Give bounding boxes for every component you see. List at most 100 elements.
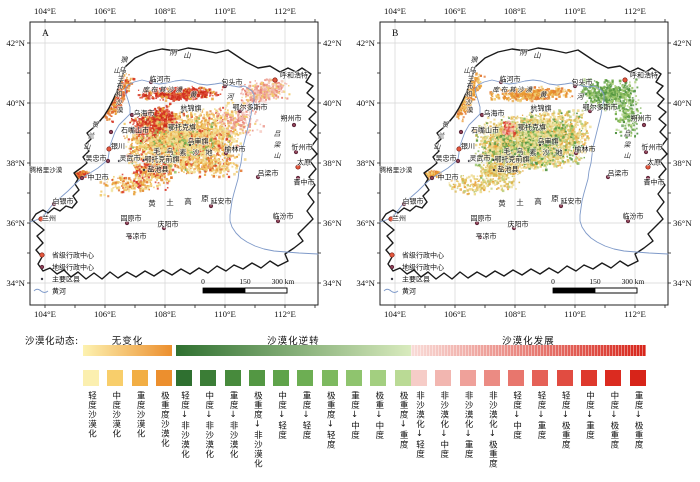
prefecture-capital-dot [479, 112, 485, 118]
legend-class-label-text: 极重度沙漠化 [159, 391, 170, 448]
legend-swatch [248, 370, 265, 386]
geo-label-ulanbuh-desert: 漠 [117, 105, 124, 114]
scalebar-zero: 0 [551, 277, 555, 286]
lon-label-top: 104°E [384, 6, 406, 16]
county-dot [188, 143, 192, 147]
legend-label-row: 非沙漠化↓轻度 非沙漠化↓中度 非沙漠化↓重度 非沙漠化↓极重度 轻度↓中度 轻度↓重度 轻… [407, 391, 650, 469]
city-label: 吴忠市 [436, 154, 457, 163]
legend-class-label-text: 中度↓轻度 [276, 391, 287, 440]
geo-label-ulanbuh-desert: 布 [117, 81, 124, 90]
legend-class-label: 极重度↓重度 [391, 391, 415, 469]
prefecture-capital-dot [105, 158, 111, 164]
geo-label-loess-plateau: 高 [534, 196, 542, 206]
legend-swatch [224, 370, 241, 386]
city-label: 吕梁市 [608, 169, 629, 178]
city-label: 中卫市 [88, 173, 109, 182]
geo-label-ulanbuh-desert: 和 [466, 89, 473, 98]
legend-label-row: 轻度沙漠化 中度沙漠化 重度沙漠化 极重度沙漠化 [79, 391, 176, 448]
prefecture-capital-dot [474, 220, 480, 226]
county-dot [467, 159, 471, 163]
geo-label-helan-mountain: 山 [84, 143, 92, 151]
prefecture-capital-dot [573, 150, 579, 156]
city-label: 太原 [647, 158, 661, 167]
panel-letter-b: B [392, 29, 398, 39]
county-dot [180, 110, 184, 114]
prefecture-capital-dot [127, 234, 133, 240]
legend-class-label-text: 中度↓极重度 [608, 391, 619, 450]
lat-label-left: 42°N [356, 38, 375, 48]
legend-swatch [605, 370, 622, 386]
lat-label-right: 42°N [673, 38, 692, 48]
legend-swatch [581, 370, 598, 386]
scalebar-black-segment [553, 288, 595, 293]
legend-class-label: 中度↓非沙漠化 [196, 391, 220, 469]
lon-label-top: 110°E [564, 6, 586, 16]
prefecture-capital-dot [237, 108, 243, 114]
geo-label-mu-us-sandland: 沙 [192, 148, 199, 157]
legend-band: 沙漠化动态: 无变化 轻度沙漠化 中度沙漠化 重度沙漠化 极重度沙漠化 沙漠化逆转 轻度↓非… [0, 330, 700, 482]
legend-class-label: 中度↓重度 [577, 391, 601, 469]
city-label: 盐池县 [148, 165, 169, 174]
map-legend-item-label: 地级行政中心 [52, 263, 94, 272]
legend-class-label-text: 重度↓非沙漠化 [228, 391, 239, 459]
geo-label-yellow-river-char-1: 黄 [190, 91, 198, 99]
geo-label-yellow-river-char-2: 河 [227, 93, 236, 101]
legend-class-label: 轻度↓极重度 [553, 391, 577, 469]
legend-class-label-text: 重度沙漠化 [135, 391, 146, 439]
geo-label-yinshan: 阴 [169, 48, 178, 57]
provincial-capital-dot [38, 216, 44, 222]
legend-class-label: 非沙漠化↓中度 [431, 391, 455, 469]
city-label: 呼和浩特 [280, 71, 308, 80]
legend-gradient-bar [176, 345, 411, 356]
city-label: 包头市 [572, 78, 593, 87]
legend-gradient-bar [411, 345, 646, 356]
prefecture-capital-dot [625, 218, 631, 224]
scalebar-outline [552, 287, 638, 294]
legend-swatch [200, 370, 217, 386]
geo-label-yinshan: 山 [533, 51, 541, 60]
prefecture-capital-dot [295, 175, 301, 181]
county-dot [538, 143, 542, 147]
scalebar-black-segment [203, 288, 245, 293]
city-label: 平凉市 [126, 232, 147, 241]
city-label: 白银市 [53, 197, 74, 206]
city-label: 晋中市 [644, 178, 665, 187]
lon-label-bottom: 108°E [154, 309, 176, 319]
lat-label-left: 34°N [6, 278, 25, 288]
legend-gradient-bar [83, 345, 172, 356]
prefecture-capital-dot [605, 174, 611, 180]
lon-label-bottom: 106°E [94, 309, 116, 319]
legend-swatch [394, 370, 411, 386]
geo-label-mu-us-sandland: 乌 [516, 147, 523, 156]
scalebar-mid: 150 [239, 277, 251, 286]
county-dot [117, 159, 121, 163]
geo-label-loess-plateau: 黄 [148, 198, 156, 208]
city-label: 呼和浩特 [630, 71, 658, 80]
city-label: 庆阳市 [508, 220, 529, 229]
city-label: 榆林市 [575, 145, 596, 154]
city-label: 灵武市 [120, 154, 141, 163]
legend-class-label-text: 极重度↓非沙漠化 [252, 391, 263, 469]
geo-label-tengger-desert: 腾格里沙漠 [380, 165, 413, 174]
geo-label-tengger-desert: 腾格里沙漠 [30, 165, 63, 174]
geo-label-mu-us-sandland: 素 [179, 148, 186, 157]
prefecture-capital-dot [643, 149, 649, 155]
lon-label-top: 112°E [624, 6, 646, 16]
legend-swatch [273, 370, 290, 386]
geo-label-mu-us-sandland: 素 [529, 148, 536, 157]
city-label: 乌审旗 [188, 137, 209, 146]
geo-label-mu-us-sandland: 地 [205, 148, 212, 157]
city-label: 银川 [111, 142, 125, 151]
legend-class-label: 非沙漠化↓轻度 [407, 391, 431, 469]
lat-label-right: 38°N [323, 158, 342, 168]
city-label: 乌海市 [484, 109, 505, 118]
legend-swatch [532, 370, 549, 386]
yellow-river-legend-line [33, 288, 49, 293]
legend-group-3: 沙漠化发展 非沙漠化↓轻度 非沙漠化↓中度 非沙漠化↓重度 非沙漠化↓极重度 轻度↓中度 轻… [411, 330, 646, 482]
geo-label-helan-mountain: 贺 [442, 121, 450, 129]
legend-class-label-text: 重度↓轻度 [300, 391, 311, 440]
geo-label-loess-plateau: 土 [166, 197, 174, 207]
geo-label-lvliang-mountain: 吕 [624, 130, 631, 138]
